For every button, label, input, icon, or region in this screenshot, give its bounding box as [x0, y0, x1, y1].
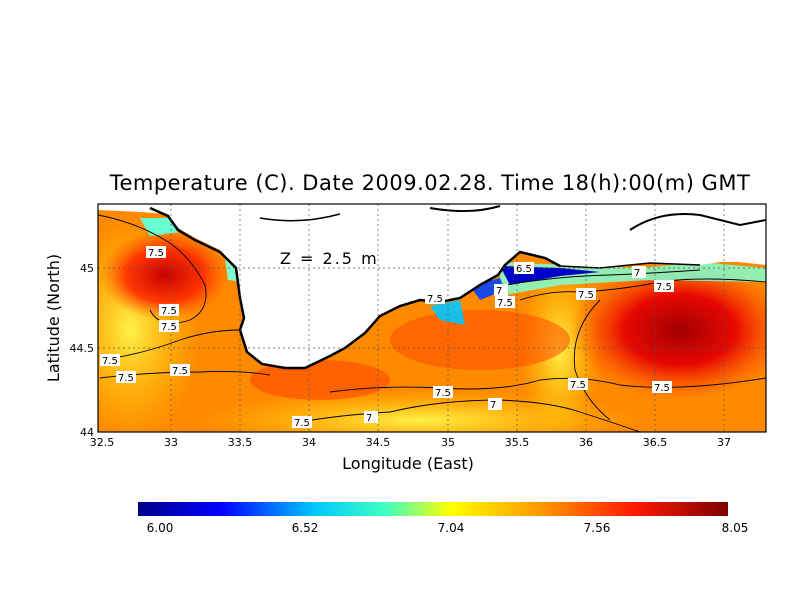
colorbar-tick: 8.05 [722, 521, 749, 535]
contour-label: 6.5 [514, 262, 534, 275]
svg-text:7.5: 7.5 [294, 418, 310, 429]
colorbar-tick: 6.52 [292, 521, 319, 535]
y-tick-labels: 44 44.5 45 [70, 262, 95, 439]
x-tick-label: 33 [164, 436, 178, 449]
crimea-land [98, 204, 766, 368]
contour-label: 7.5 [425, 292, 445, 305]
x-tick-label: 36 [579, 436, 593, 449]
x-tick-label: 36.5 [643, 436, 668, 449]
contour-label: 7 [494, 284, 508, 297]
svg-text:7.5: 7.5 [161, 322, 177, 333]
temperature-field [98, 204, 766, 432]
x-tick-label: 32.5 [90, 436, 115, 449]
x-tick-label: 33.5 [228, 436, 253, 449]
svg-text:6.5: 6.5 [516, 264, 532, 275]
svg-text:7: 7 [366, 413, 372, 424]
svg-text:7.5: 7.5 [570, 380, 586, 391]
map-title: Temperature (C). Date 2009.02.28. Time 1… [109, 171, 751, 195]
contour-labels: 7.5 7.5 7.5 7.5 7.5 7.5 7.5 7.5 7 6.5 7.… [100, 246, 674, 429]
svg-text:7.5: 7.5 [161, 306, 177, 317]
svg-text:7: 7 [490, 400, 496, 411]
contour-label: 7.5 [576, 288, 596, 301]
svg-text:7: 7 [634, 268, 640, 279]
x-tick-labels: 32.5 33 33.5 34 34.5 35 35.5 36 36.5 37 [90, 436, 731, 449]
contour-label: 7 [632, 266, 646, 279]
colorbar-ticks: 6.00 6.52 7.04 7.56 8.05 [147, 521, 749, 535]
y-tick-label: 44 [80, 426, 94, 439]
y-axis-title: Latitude (North) [44, 254, 63, 382]
contour-label: 7.5 [652, 381, 672, 394]
svg-text:7.5: 7.5 [148, 248, 164, 259]
x-tick-label: 37 [717, 436, 731, 449]
svg-text:7.5: 7.5 [435, 388, 451, 399]
svg-text:7.5: 7.5 [427, 294, 443, 305]
svg-text:7.5: 7.5 [578, 290, 594, 301]
y-tick-label: 45 [80, 262, 94, 275]
svg-text:7.5: 7.5 [172, 366, 188, 377]
contour-label: 7.5 [433, 386, 453, 399]
svg-text:7.5: 7.5 [102, 356, 118, 367]
contour-label: 7.5 [159, 320, 179, 333]
contour-label: 7.5 [654, 280, 674, 293]
contour-label: 7.5 [568, 378, 588, 391]
x-tick-label: 35 [441, 436, 455, 449]
plot-frame [97, 203, 767, 433]
svg-text:7.5: 7.5 [654, 383, 670, 394]
x-tick-label: 34.5 [366, 436, 391, 449]
contour-label: 7.5 [170, 364, 190, 377]
contour-label: 7.5 [146, 246, 166, 259]
y-tick-label: 44.5 [70, 342, 95, 355]
colorbar-tick: 7.56 [584, 521, 611, 535]
svg-text:7.5: 7.5 [656, 282, 672, 293]
colorbar [138, 502, 728, 516]
svg-text:7.5: 7.5 [118, 373, 134, 384]
svg-text:7.5: 7.5 [497, 298, 513, 309]
colorbar-tick: 7.04 [438, 521, 465, 535]
contour-label: 7 [364, 411, 378, 424]
x-tick-label: 35.5 [505, 436, 530, 449]
contour-label: 7.5 [100, 354, 120, 367]
contour-label: 7.5 [495, 296, 515, 309]
x-tick-label: 34 [302, 436, 316, 449]
colorbar-tick: 6.00 [147, 521, 174, 535]
contour-label: 7.5 [292, 416, 312, 429]
contour-label: 7 [488, 398, 502, 411]
x-axis-title: Longitude (East) [342, 454, 474, 473]
svg-text:7: 7 [496, 286, 502, 297]
contour-label: 7.5 [159, 304, 179, 317]
contour-label: 7.5 [116, 371, 136, 384]
depth-label: Z = 2.5 m [280, 249, 379, 268]
